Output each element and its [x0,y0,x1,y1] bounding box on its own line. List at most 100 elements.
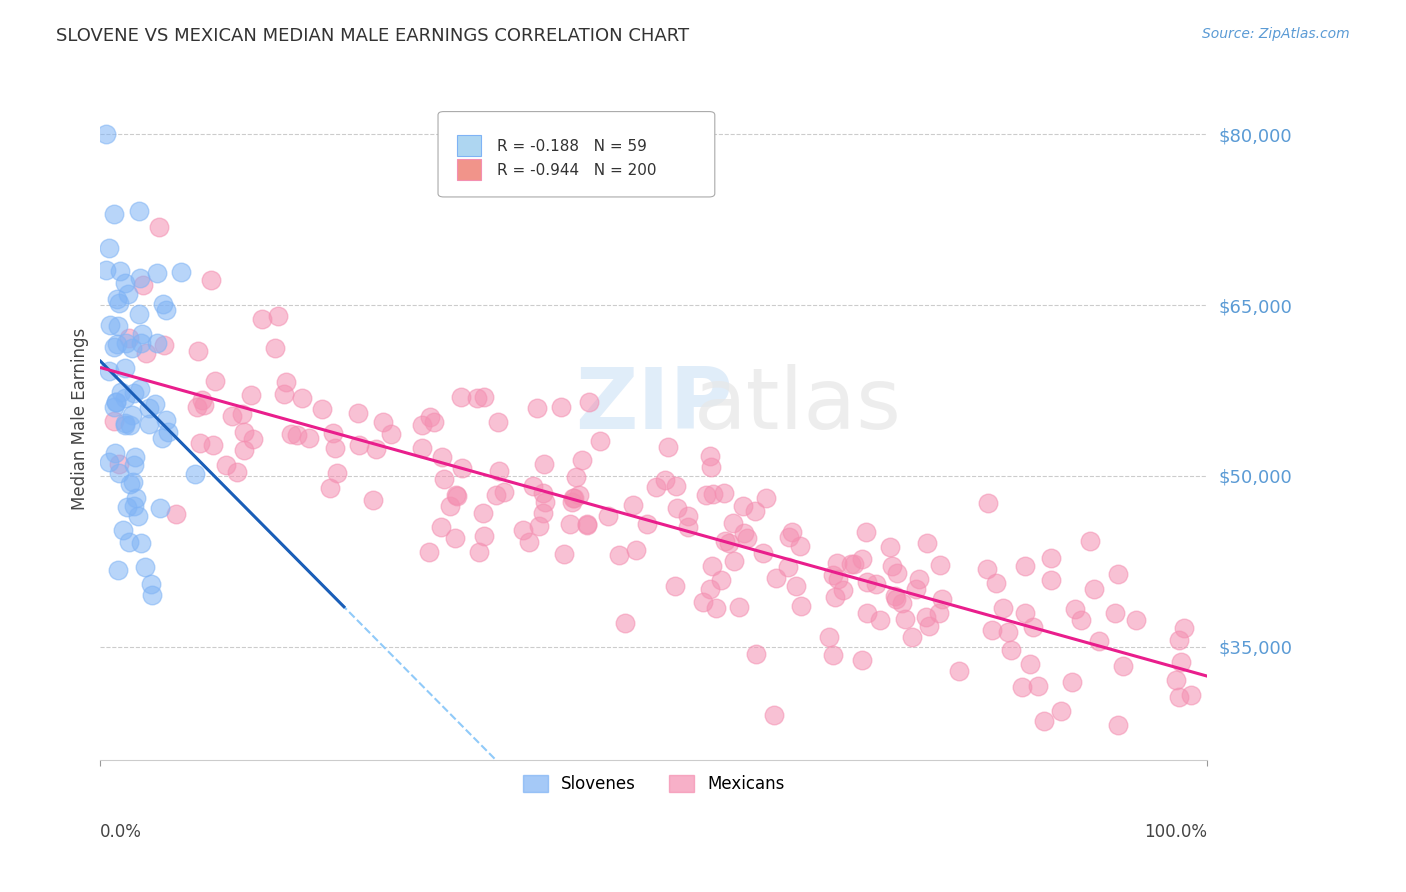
Mexicans [492,484,515,499]
Text: R = -0.944   N = 200: R = -0.944 N = 200 [496,163,657,178]
Slovenes [112,523,135,537]
Mexicans [380,427,402,442]
Mexicans [699,582,721,596]
Mexicans [578,395,600,409]
Mexicans [242,432,264,446]
Text: SLOVENE VS MEXICAN MEDIAN MALE EARNINGS CORRELATION CHART: SLOVENE VS MEXICAN MEDIAN MALE EARNINGS … [56,27,689,45]
Mexicans [201,437,224,451]
Mexicans [576,518,599,533]
Mexicans [948,664,970,678]
Mexicans [433,472,456,486]
Mexicans [232,425,254,439]
Slovenes [117,286,139,301]
Slovenes [115,500,138,514]
Mexicans [1028,680,1050,694]
Mexicans [533,457,555,471]
Mexicans [981,623,1004,637]
Slovenes [127,508,149,523]
Mexicans [266,309,288,323]
Slovenes [103,401,125,415]
Mexicans [291,391,314,405]
Mexicans [273,387,295,401]
Mexicans [533,495,555,509]
Mexicans [676,509,699,524]
Mexicans [915,610,938,624]
Mexicans [264,341,287,355]
Slovenes [105,395,128,409]
Mexicans [411,441,433,455]
Mexicans [575,516,598,531]
Mexicans [439,499,461,513]
Mexicans [717,536,740,550]
Mexicans [444,531,467,545]
Slovenes [114,360,136,375]
Mexicans [928,606,950,620]
Mexicans [657,441,679,455]
Mexicans [1173,622,1195,636]
Mexicans [1040,573,1063,587]
Mexicans [364,442,387,456]
Mexicans [193,398,215,412]
Mexicans [1078,533,1101,548]
Mexicans [250,311,273,326]
Slovenes [110,264,132,278]
Mexicans [778,530,800,544]
Mexicans [763,707,786,722]
Mexicans [298,431,321,445]
Mexicans [188,436,211,450]
Mexicans [568,488,591,502]
Mexicans [832,583,855,598]
Mexicans [533,486,555,500]
Mexicans [735,531,758,545]
Mexicans [856,606,879,620]
Mexicans [1050,704,1073,718]
Mexicans [186,400,208,414]
Mexicans [468,545,491,559]
Slovenes [94,128,117,142]
Slovenes [145,336,167,351]
Mexicans [148,219,170,234]
Mexicans [695,488,717,502]
Mexicans [103,414,125,428]
Mexicans [824,590,846,604]
Mexicans [550,401,572,415]
Slovenes [129,382,152,396]
Mexicans [755,491,778,505]
Mexicans [529,519,551,533]
Mexicans [465,391,488,405]
Mexicans [851,551,873,566]
Slovenes [124,458,146,473]
Mexicans [976,562,998,576]
Slovenes [184,467,207,481]
Mexicans [1164,673,1187,688]
Mexicans [240,387,263,401]
Mexicans [839,557,862,571]
Slovenes [131,327,153,342]
Mexicans [664,579,686,593]
Mexicans [886,566,908,581]
Mexicans [231,407,253,421]
Mexicans [918,619,941,633]
Slovenes [155,303,177,318]
Text: ZIP: ZIP [575,364,733,447]
Mexicans [880,559,903,574]
Text: R = -0.188   N = 59: R = -0.188 N = 59 [496,139,647,154]
Mexicans [561,495,583,509]
Mexicans [419,410,441,425]
Mexicans [531,506,554,520]
Slovenes [128,307,150,321]
Mexicans [418,544,440,558]
Mexicans [865,576,887,591]
Mexicans [1087,633,1109,648]
Mexicans [825,557,848,571]
Mexicans [373,415,395,429]
Mexicans [1167,632,1189,647]
Mexicans [1107,566,1129,581]
Mexicans [752,546,775,560]
Slovenes [110,384,132,399]
Mexicans [678,520,700,534]
Mexicans [311,401,333,416]
Slovenes [114,276,136,290]
Mexicans [636,517,658,532]
Mexicans [821,568,844,582]
